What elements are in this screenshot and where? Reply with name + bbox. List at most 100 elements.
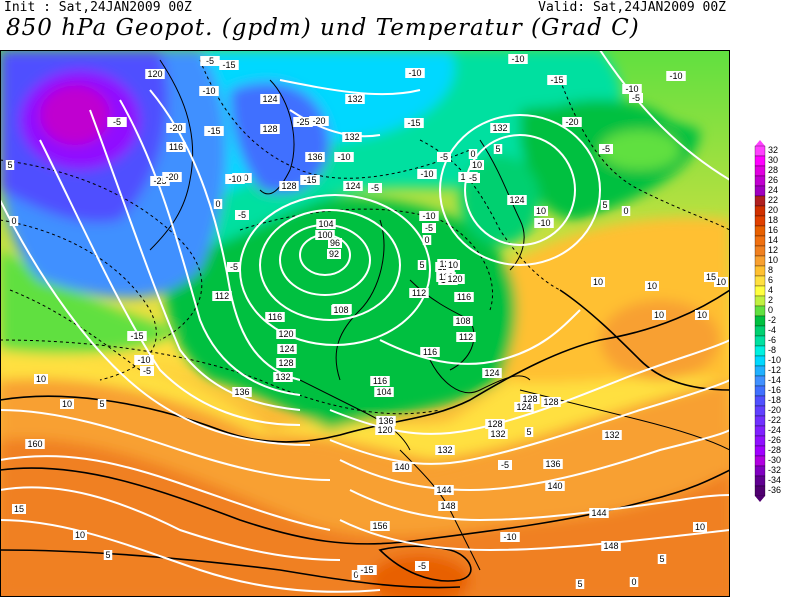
geopotential-label-bg <box>438 501 458 511</box>
temperature-label-bg <box>591 277 605 287</box>
temperature-label: -25 <box>296 117 309 127</box>
temperature-label: 5 <box>419 260 424 270</box>
temperature-label: 10 <box>36 374 46 384</box>
geopotential-label-bg <box>602 430 622 440</box>
temperature-label-bg <box>437 152 451 162</box>
legend-swatch <box>754 285 766 297</box>
temperature-label: -5 <box>469 173 477 183</box>
temperature-label: -25 <box>153 176 166 186</box>
geopotential-label-bg <box>601 541 621 551</box>
geopotential-label-bg <box>589 508 609 518</box>
geopotential-label: 100 <box>317 230 332 240</box>
legend-tick-label: -22 <box>768 415 781 425</box>
legend-swatch <box>754 255 766 267</box>
temperature-label-bg <box>417 260 427 270</box>
temperature-label: -15 <box>207 126 220 136</box>
temperature-label-bg <box>534 206 548 216</box>
temperature-label-bg <box>309 116 329 126</box>
geopotential-label: 104 <box>318 219 333 229</box>
temperature-label: 10 <box>536 206 546 216</box>
temperature-label-bg <box>140 366 154 376</box>
legend-tick-label: -20 <box>768 405 781 415</box>
legend-swatch <box>754 175 766 187</box>
geopotential-label-bg <box>490 123 510 133</box>
geopotential-label-bg <box>345 94 365 104</box>
geopotential-label: 116 <box>373 376 387 386</box>
geopotential-label-bg <box>482 368 502 378</box>
temperature-label: 10 <box>472 160 482 170</box>
geopotential-label: 128 <box>281 181 296 191</box>
temperature-label: -10 <box>408 68 421 78</box>
temperature-label-bg <box>562 117 582 127</box>
temperature-label: 5 <box>495 144 500 154</box>
temperature-label: 0 <box>11 216 16 226</box>
geopotential-label: 112 <box>459 332 473 342</box>
legend-swatch <box>754 265 766 277</box>
geopotential-label-bg <box>445 274 465 284</box>
temperature-label: -10 <box>202 86 215 96</box>
temperature-label: -5 <box>230 262 238 272</box>
temperature-label: -5 <box>501 460 509 470</box>
legend-swatch <box>754 215 766 227</box>
temperature-label: 5 <box>526 427 531 437</box>
temperature-label: -5 <box>440 152 448 162</box>
temperature-label: 5 <box>99 399 104 409</box>
temperature-label-bg <box>575 579 585 589</box>
legend-tick-label: -2 <box>768 315 776 325</box>
geopotential-label-bg <box>315 230 335 240</box>
temperature-label: -15 <box>303 175 316 185</box>
temperature-label-bg <box>293 117 313 127</box>
temperature-label-bg <box>225 174 245 184</box>
geopotential-label: 108 <box>333 305 348 315</box>
temperature-label: -5 <box>425 223 433 233</box>
geopotential-label: 140 <box>394 462 409 472</box>
legend-swatch <box>754 355 766 367</box>
legend-tick-label: 32 <box>768 145 778 155</box>
legend-tick-label: 2 <box>768 295 773 305</box>
legend-swatch <box>754 365 766 377</box>
legend-tick-label: 0 <box>768 305 773 315</box>
legend-swatch <box>754 235 766 247</box>
geopotential-label-bg <box>342 132 362 142</box>
geopotential-label-bg <box>409 288 429 298</box>
geopotential-label: 116 <box>268 312 282 322</box>
geopotential-label-bg <box>485 419 505 429</box>
temperature-label-bg <box>60 399 74 409</box>
temperature-label-bg <box>219 60 239 70</box>
geopotential-label: 148 <box>440 501 455 511</box>
legend-tick-label: -28 <box>768 445 781 455</box>
geopotential-label: 116 <box>423 347 437 357</box>
temperature-label-bg <box>695 310 709 320</box>
temperature-label-bg <box>368 183 382 193</box>
temperature-label-bg <box>652 310 666 320</box>
temperature-shading <box>0 50 730 597</box>
temperature-label-bg <box>166 123 186 133</box>
geopotential-label-bg <box>277 344 297 354</box>
geopotential-label-bg <box>375 425 395 435</box>
temperature-label-bg <box>213 199 223 209</box>
temperature-label: 15 <box>706 272 716 282</box>
temperature-label: -15 <box>550 75 563 85</box>
legend-tick-label: -16 <box>768 385 781 395</box>
temperature-label-bg <box>73 530 87 540</box>
geopotential-label-bg <box>328 238 342 248</box>
legend-tick-label: -6 <box>768 335 776 345</box>
temperature-label-bg <box>199 86 219 96</box>
legend-swatch <box>754 225 766 237</box>
legend-tick-label: -12 <box>768 365 781 375</box>
geopotential-label-bg <box>166 142 186 152</box>
temperature-label: 5 <box>105 550 110 560</box>
temperature-label: 5 <box>659 554 664 564</box>
temperature-label-bg <box>600 200 610 210</box>
legend-tick-label: 18 <box>768 215 778 225</box>
init-time: Init : Sat,24JAN2009 00Z <box>4 0 192 15</box>
legend-swatch <box>754 145 766 157</box>
temperature-label: 0 <box>631 577 636 587</box>
geopotential-label-bg <box>370 376 390 386</box>
legend-tick-label: -34 <box>768 475 781 485</box>
temperature-label: -15 <box>130 331 143 341</box>
geopotential-label-bg <box>453 316 473 326</box>
temperature-label: 10 <box>647 281 657 291</box>
temperature-label-bg <box>422 223 436 233</box>
temperature-label-bg <box>500 532 520 542</box>
